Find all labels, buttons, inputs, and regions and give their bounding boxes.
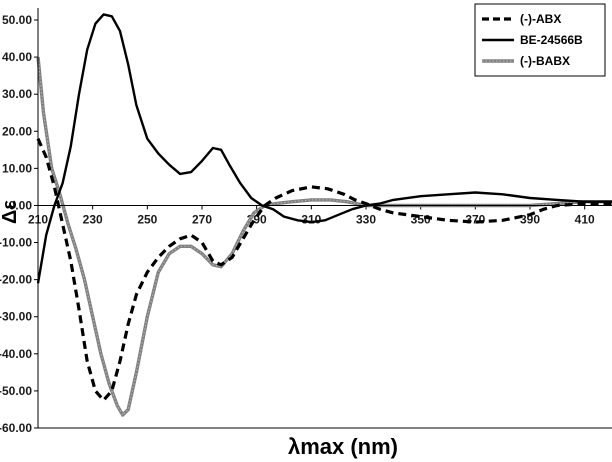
x-tick-label: 250 — [137, 212, 157, 226]
series-line-2 — [36, 13, 612, 284]
y-tick-label: -30.00 — [0, 310, 32, 324]
y-tick-label: -60.00 — [0, 421, 32, 435]
series-line-1 — [36, 138, 612, 402]
y-tick-label: -50.00 — [0, 384, 32, 398]
y-tick-label: 0.00 — [9, 198, 33, 212]
y-axis-title: Δε — [0, 200, 21, 224]
y-tick-label: 40.00 — [2, 50, 32, 64]
y-tick-label: 30.00 — [2, 87, 32, 101]
legend-label-1: (-)-ABX — [520, 12, 561, 26]
x-tick-label: 410 — [575, 212, 595, 226]
x-tick-label: 370 — [465, 212, 485, 226]
x-tick-label: 390 — [520, 212, 540, 226]
x-axis-ticks: 210 230 250 270 290 310 330 350 370 390 410 — [28, 205, 595, 226]
series-line-3 — [36, 56, 612, 417]
x-tick-label: 310 — [301, 212, 321, 226]
y-tick-label: 50.00 — [2, 13, 32, 27]
y-tick-label: -20.00 — [0, 273, 32, 287]
x-tick-label: 230 — [83, 212, 103, 226]
y-tick-label: 10.00 — [2, 161, 32, 175]
y-axis-ticks: 50.00 40.00 30.00 20.00 10.00 0.00 -10.00 -20.0… — [0, 13, 38, 435]
series-line-3-texture — [37, 57, 612, 416]
y-tick-label: -40.00 — [0, 347, 32, 361]
x-tick-label: 330 — [356, 212, 376, 226]
legend-label-2: BE-24566B — [520, 33, 583, 47]
x-axis-title: λmax (nm) — [288, 434, 398, 459]
y-tick-label: 20.00 — [2, 124, 32, 138]
legend-label-3: (-)-BABX — [520, 54, 570, 68]
y-tick-label: -10.00 — [0, 236, 32, 250]
x-tick-label: 270 — [192, 212, 212, 226]
legend: (-)-ABX BE-24566B (-)-BABX — [474, 3, 606, 77]
